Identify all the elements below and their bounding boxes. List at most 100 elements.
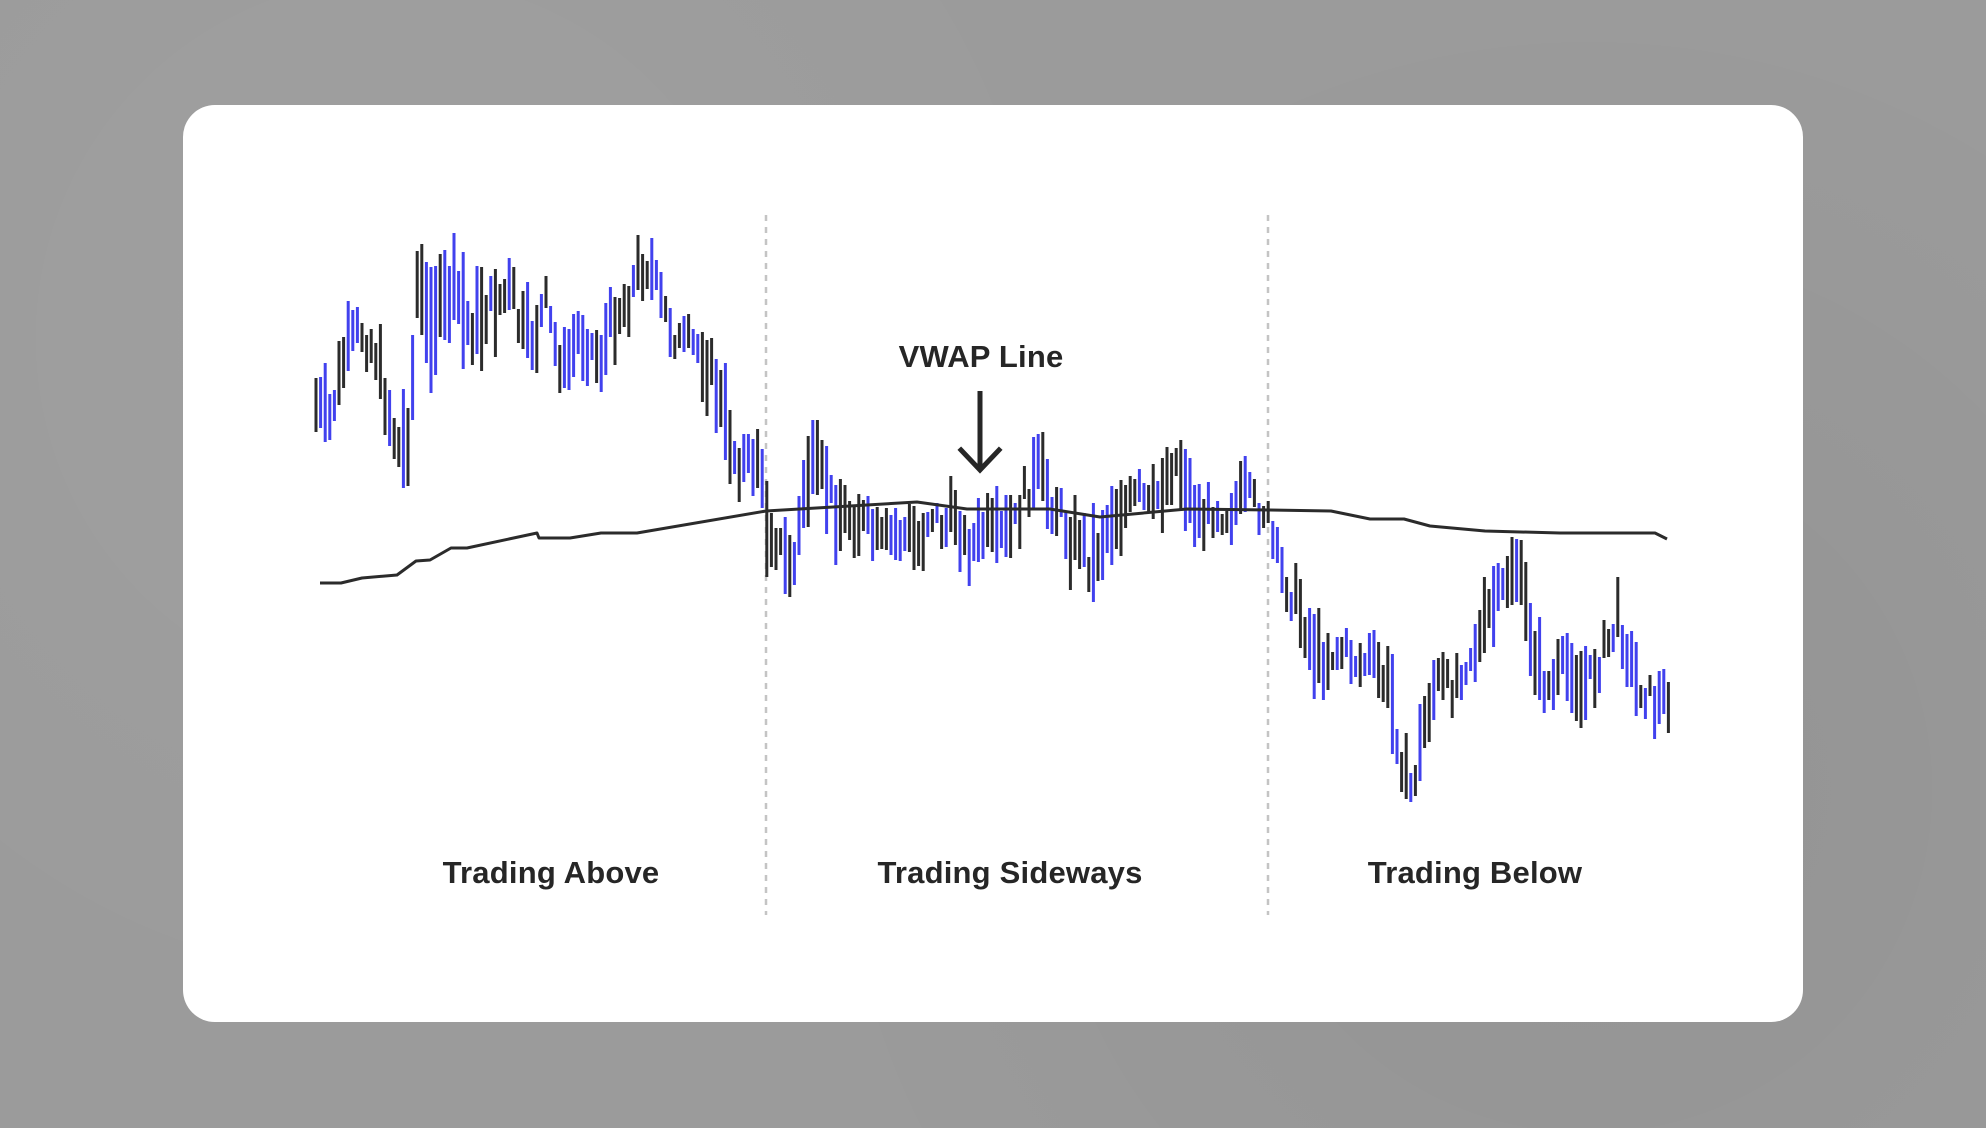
price-bar (751, 439, 755, 496)
price-bar (1335, 637, 1339, 670)
price-bar (668, 308, 672, 357)
price-bar (461, 252, 465, 369)
price-bar (489, 276, 493, 311)
price-bar (1561, 636, 1565, 674)
price-bar (1464, 662, 1468, 685)
price-bar (774, 528, 778, 570)
price-bar (360, 323, 364, 352)
price-bar (889, 515, 893, 555)
price-bar (1252, 479, 1256, 507)
price-bar (1593, 649, 1597, 708)
price-bar (742, 434, 746, 482)
price-bar (986, 493, 990, 547)
price-bar (1211, 507, 1215, 538)
price-bar (1059, 488, 1063, 517)
price-bar (1041, 432, 1045, 501)
price-bar (590, 333, 594, 360)
price-bar (1358, 643, 1362, 687)
price-bar (544, 276, 548, 308)
vwap-line (320, 500, 1668, 585)
price-bar (516, 309, 520, 343)
price-bar (806, 436, 810, 527)
price-bar (1142, 483, 1146, 510)
price-bar (728, 410, 732, 484)
price-bar (1151, 464, 1155, 519)
price-bar (1091, 503, 1095, 602)
price-bar (871, 509, 875, 561)
price-bar (1321, 642, 1325, 700)
price-bar (636, 235, 640, 290)
price-bar (1128, 476, 1132, 512)
price-bar (415, 251, 419, 318)
price-bar (470, 313, 474, 365)
price-bar (765, 481, 769, 577)
price-bar (1427, 683, 1431, 742)
price-bar (1469, 648, 1473, 671)
price-bar (797, 496, 801, 555)
price-bar (443, 250, 447, 340)
price-bar (1124, 485, 1128, 528)
price-bar (1257, 503, 1261, 535)
price-bar (572, 314, 576, 377)
price-bar (365, 335, 369, 372)
price-bar (323, 363, 327, 442)
price-bar (530, 321, 534, 370)
price-bar (1073, 495, 1077, 560)
price-bar (1395, 729, 1399, 764)
price-bar (567, 329, 571, 390)
price-bar (838, 479, 842, 551)
price-bar (1050, 497, 1054, 534)
price-bar (1013, 503, 1017, 524)
price-bar (535, 305, 539, 373)
price-bar (1289, 592, 1293, 621)
section-label-trading-sideways: Trading Sideways (877, 855, 1143, 890)
price-bar (608, 287, 612, 337)
price-bar (1229, 493, 1233, 545)
price-bar (677, 323, 681, 348)
price-bar (1220, 514, 1224, 535)
price-bar (1317, 608, 1321, 683)
price-bar (342, 337, 346, 388)
price-bar (480, 267, 484, 371)
price-bar (802, 460, 806, 528)
price-bar (1266, 501, 1270, 523)
price-bars (314, 233, 1670, 802)
price-bar (1271, 521, 1275, 559)
price-bar (1331, 652, 1335, 670)
price-bar (981, 512, 985, 559)
price-bar (1160, 458, 1164, 533)
price-bar (1579, 651, 1583, 728)
price-bar (1450, 680, 1454, 718)
price-bar (1101, 510, 1105, 580)
price-bar (935, 503, 939, 523)
price-bar (1239, 461, 1243, 514)
price-bar (1643, 688, 1647, 719)
price-bar (1082, 513, 1086, 567)
price-bar (1528, 603, 1532, 676)
price-bar (328, 394, 332, 440)
price-bar (1510, 537, 1514, 605)
price-bar (627, 286, 631, 337)
price-bar (825, 446, 829, 534)
price-bar (1248, 472, 1252, 498)
price-bar (484, 295, 488, 344)
price-bar (1096, 533, 1100, 581)
price-bar (1165, 447, 1169, 505)
price-bar (1625, 634, 1629, 687)
price-bar (963, 515, 967, 555)
price-bar (1202, 499, 1206, 551)
price-bar (921, 513, 925, 571)
price-bar (1294, 563, 1298, 614)
price-bar (756, 429, 760, 488)
price-bar (457, 271, 461, 324)
price-bar (332, 390, 336, 421)
price-bar (420, 244, 424, 335)
price-bar (654, 260, 658, 290)
price-bar (493, 269, 497, 357)
price-bar (1653, 686, 1657, 739)
price-bar (719, 370, 723, 427)
price-bar (1225, 511, 1229, 533)
price-bar (1280, 547, 1284, 593)
price-bar (1262, 506, 1266, 528)
price-bar (1183, 449, 1187, 531)
